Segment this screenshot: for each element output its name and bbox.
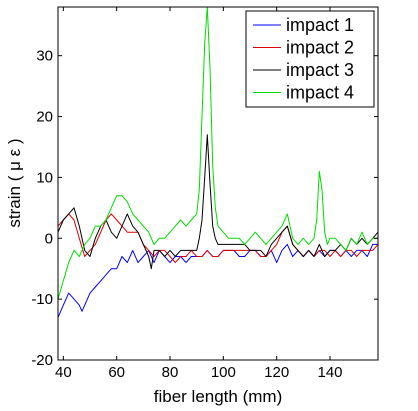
x-tick-label: 40 bbox=[55, 364, 72, 381]
x-tick-label: 140 bbox=[317, 364, 342, 381]
x-tick-label: 100 bbox=[211, 364, 236, 381]
y-tick-label: -10 bbox=[31, 291, 53, 308]
series-lines bbox=[57, 6, 379, 318]
series-line-impact-2 bbox=[57, 213, 379, 264]
y-axis-label: strain ( μ ε ) bbox=[5, 138, 24, 227]
legend-box bbox=[245, 10, 375, 108]
y-tick-label: -20 bbox=[31, 352, 53, 369]
x-tick-label: 80 bbox=[162, 364, 179, 381]
x-tick-label: 120 bbox=[264, 364, 289, 381]
y-tick-label: 30 bbox=[36, 48, 53, 65]
plot-frame bbox=[57, 6, 379, 361]
legend-label: impact 2 bbox=[286, 38, 354, 58]
y-tick-label: 0 bbox=[45, 230, 53, 247]
y-tick-label: 20 bbox=[36, 109, 53, 126]
x-axis-label: fiber length (mm) bbox=[154, 387, 282, 406]
legend-label: impact 3 bbox=[286, 60, 354, 80]
legend-label: impact 1 bbox=[286, 15, 354, 35]
y-tick-label: 10 bbox=[36, 169, 53, 186]
series-line-impact-4 bbox=[57, 6, 378, 300]
legend-label: impact 4 bbox=[286, 83, 354, 103]
x-tick-label: 60 bbox=[108, 364, 125, 381]
series-line-impact-3 bbox=[57, 134, 379, 270]
axis-ticks: 40 60 80 100 120 140 -20 -10 0 10 20 30 bbox=[31, 7, 378, 381]
